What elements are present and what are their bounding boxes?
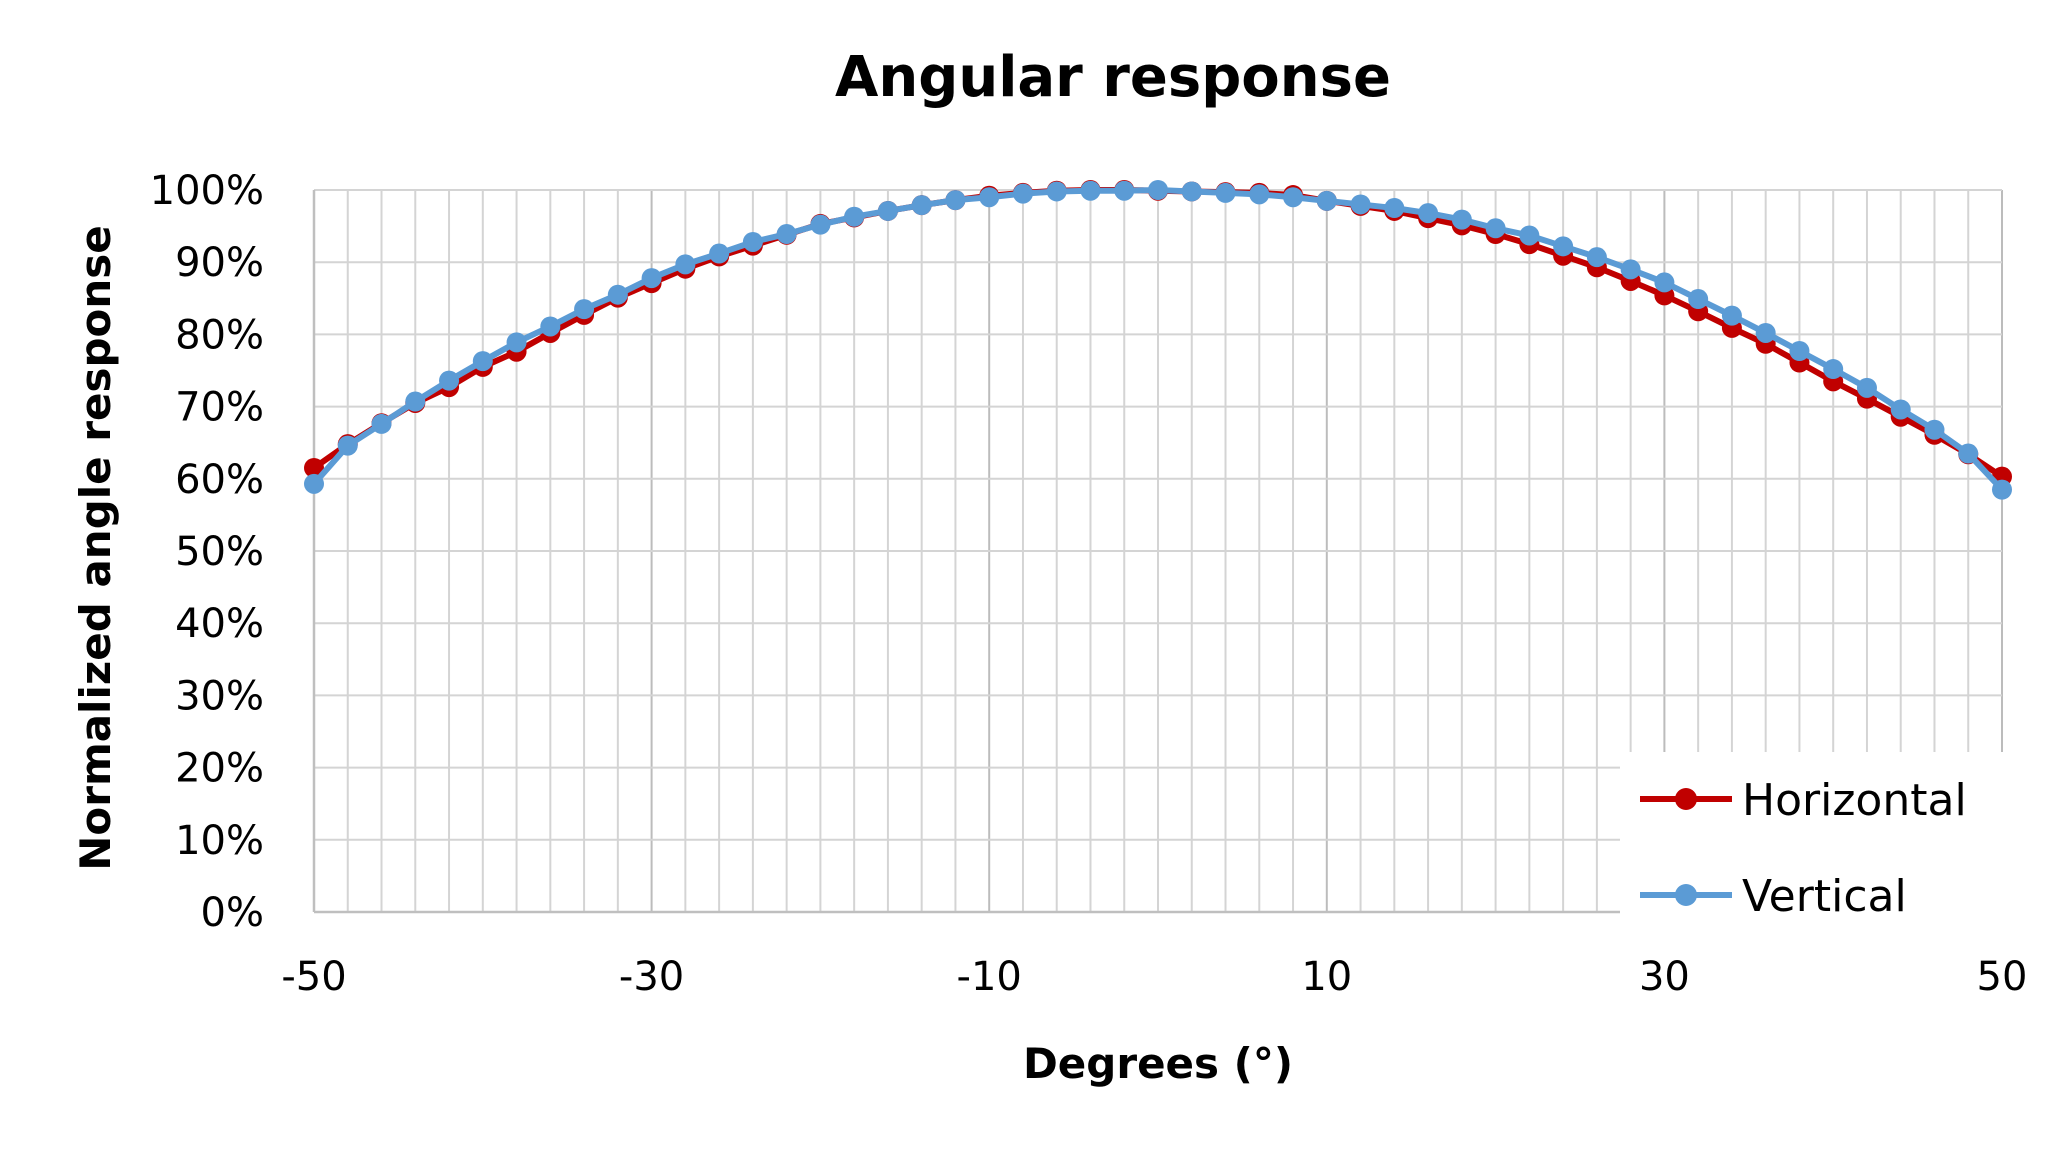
data-point-vertical (472, 351, 493, 372)
data-point-vertical (506, 332, 527, 353)
y-tick-label: 20% (175, 746, 264, 792)
y-tick-label: 10% (175, 818, 264, 864)
data-point-vertical (1080, 180, 1101, 201)
data-series (304, 180, 2012, 500)
y-tick-label: 80% (175, 312, 264, 358)
data-point-vertical (675, 254, 696, 275)
y-tick-label: 60% (175, 457, 264, 503)
x-axis-title: Degrees (°) (1023, 1039, 1293, 1088)
y-tick-label: 90% (175, 240, 264, 286)
data-point-vertical (1316, 190, 1337, 211)
x-tick-label: 30 (1639, 954, 1690, 1000)
y-tick-label: 30% (175, 673, 264, 719)
y-tick-labels: 0% 10% 20% 30% 40% 50% 60% 70% 80% 90% 100% (150, 168, 264, 936)
data-point-vertical (1586, 247, 1607, 268)
data-point-vertical (1384, 198, 1405, 219)
data-point-vertical (1924, 419, 1945, 440)
data-point-vertical (1046, 181, 1067, 202)
data-point-horizontal (304, 457, 324, 478)
legend-label-horizontal: Horizontal (1742, 775, 1967, 826)
y-tick-label: 40% (175, 601, 264, 647)
data-point-vertical (911, 195, 932, 216)
series-vertical (304, 180, 2012, 500)
data-point-vertical (574, 299, 595, 320)
data-point-vertical (945, 190, 966, 211)
data-point-vertical (1688, 289, 1709, 310)
data-point-vertical (641, 268, 662, 289)
y-tick-label: 70% (175, 385, 264, 431)
data-point-vertical (371, 413, 392, 434)
data-point-vertical (1654, 272, 1675, 293)
x-tick-label: -30 (619, 954, 684, 1000)
data-point-vertical (1012, 183, 1033, 204)
x-tick-labels: -50 -30 -10 10 30 50 (281, 954, 2027, 1000)
y-axis-title: Normalized angle response (71, 225, 120, 871)
data-point-vertical (1181, 181, 1202, 202)
data-point-vertical (1992, 479, 2012, 500)
data-point-vertical (1283, 187, 1304, 208)
data-point-vertical (1215, 182, 1236, 203)
legend-label-vertical: Vertical (1742, 871, 1907, 922)
x-tick-label: 10 (1301, 954, 1352, 1000)
data-point-vertical (776, 224, 797, 245)
data-point-vertical (337, 435, 358, 456)
y-tick-label: 0% (201, 890, 264, 936)
data-point-vertical (1890, 399, 1911, 420)
data-point-vertical (1485, 218, 1506, 239)
y-tick-label: 100% (150, 168, 264, 214)
data-point-vertical (304, 473, 324, 494)
data-point-vertical (439, 370, 460, 391)
data-point-vertical (1856, 377, 1877, 398)
data-point-vertical (1789, 341, 1810, 362)
data-point-vertical (1350, 194, 1371, 215)
legend-marker-horizontal (1675, 788, 1697, 810)
data-point-vertical (607, 284, 628, 305)
data-point-vertical (1620, 259, 1641, 280)
x-tick-label: 50 (1977, 954, 2028, 1000)
data-point-vertical (1553, 236, 1574, 257)
data-point-vertical (1148, 180, 1168, 200)
data-point-vertical (979, 187, 1000, 208)
data-point-vertical (1451, 209, 1472, 230)
data-point-vertical (1418, 203, 1439, 224)
data-point-vertical (810, 214, 831, 235)
legend: Horizontal Vertical (1620, 752, 2012, 928)
y-tick-label: 50% (175, 529, 264, 575)
data-point-vertical (844, 206, 865, 227)
chart-title: Angular response (835, 45, 1391, 110)
data-point-vertical (709, 243, 730, 264)
data-point-vertical (742, 231, 763, 252)
data-point-vertical (1721, 305, 1742, 326)
data-point-vertical (1958, 443, 1979, 464)
data-point-vertical (1755, 322, 1776, 343)
data-point-vertical (540, 316, 561, 337)
data-point-vertical (877, 200, 898, 221)
legend-item-horizontal: Horizontal (1640, 775, 1967, 826)
legend-item-vertical: Vertical (1640, 871, 1907, 922)
x-tick-label: -10 (957, 954, 1022, 1000)
data-point-vertical (1519, 225, 1540, 246)
data-point-vertical (1823, 359, 1844, 380)
data-point-vertical (1249, 184, 1270, 205)
x-tick-label: -50 (281, 954, 346, 1000)
data-point-vertical (405, 391, 426, 412)
data-point-vertical (1114, 180, 1135, 201)
legend-marker-vertical (1675, 884, 1697, 906)
